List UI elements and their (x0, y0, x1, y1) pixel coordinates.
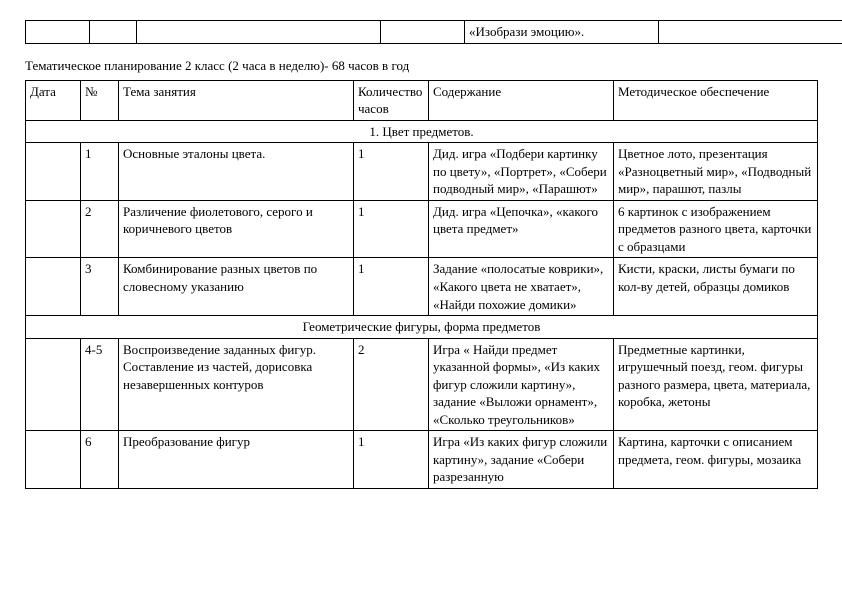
hdr-hours: Количество часов (354, 80, 429, 120)
planning-title: Тематическое планирование 2 класс (2 час… (25, 58, 817, 74)
cell-topic: Комбинирование разных цветов по словесно… (119, 258, 354, 316)
cell-hours: 1 (354, 258, 429, 316)
planning-table: Дата № Тема занятия Количество часов Сод… (25, 80, 818, 489)
hdr-content: Содержание (429, 80, 614, 120)
cell-date (26, 258, 81, 316)
cell-num: 4-5 (81, 338, 119, 431)
cell-num: 3 (81, 258, 119, 316)
frag-c5: «Изобрази эмоцию». (465, 21, 659, 44)
hdr-method: Методическое обеспечение (614, 80, 818, 120)
cell-topic: Основные эталоны цвета. (119, 143, 354, 201)
section-2: Геометрические фигуры, форма предметов (26, 316, 818, 339)
cell-content: Задание «полосатые коврики», «Какого цве… (429, 258, 614, 316)
cell-content: Дид. игра «Подбери картинку по цвету», «… (429, 143, 614, 201)
cell-num: 2 (81, 200, 119, 258)
cell-content: Игра « Найди предмет указанной формы», «… (429, 338, 614, 431)
cell-hours: 1 (354, 431, 429, 489)
cell-method: 6 картинок с изображением предметов разн… (614, 200, 818, 258)
cell-date (26, 143, 81, 201)
cell-method: Картина, карточки с описанием предмета, … (614, 431, 818, 489)
cell-method: Кисти, краски, листы бумаги по кол-ву де… (614, 258, 818, 316)
cell-topic: Различение фиолетового, серого и коричне… (119, 200, 354, 258)
cell-date (26, 431, 81, 489)
frag-c1 (26, 21, 90, 44)
frag-c2 (90, 21, 137, 44)
table-row: 2 Различение фиолетового, серого и корич… (26, 200, 818, 258)
table-row: 1 Основные эталоны цвета. 1 Дид. игра «П… (26, 143, 818, 201)
frag-c3 (137, 21, 381, 44)
cell-topic: Воспроизведение заданных фигур. Составле… (119, 338, 354, 431)
cell-hours: 1 (354, 143, 429, 201)
top-fragment-table: «Изобрази эмоцию». (25, 20, 842, 44)
cell-topic: Преобразование фигур (119, 431, 354, 489)
hdr-topic: Тема занятия (119, 80, 354, 120)
cell-content: Дид. игра «Цепочка», «какого цвета предм… (429, 200, 614, 258)
header-row: Дата № Тема занятия Количество часов Сод… (26, 80, 818, 120)
cell-date (26, 338, 81, 431)
cell-hours: 2 (354, 338, 429, 431)
cell-content: Игра «Из каких фигур сложили картину», з… (429, 431, 614, 489)
hdr-date: Дата (26, 80, 81, 120)
table-row: 6 Преобразование фигур 1 Игра «Из каких … (26, 431, 818, 489)
cell-num: 6 (81, 431, 119, 489)
section-2-title: Геометрические фигуры, форма предметов (26, 316, 818, 339)
cell-method: Цветное лото, презентация «Разноцветный … (614, 143, 818, 201)
section-1: 1. Цвет предметов. (26, 120, 818, 143)
cell-num: 1 (81, 143, 119, 201)
table-row: 4-5 Воспроизведение заданных фигур. Сост… (26, 338, 818, 431)
cell-hours: 1 (354, 200, 429, 258)
hdr-num: № (81, 80, 119, 120)
cell-date (26, 200, 81, 258)
frag-c6 (659, 21, 842, 44)
cell-method: Предметные картинки, игрушечный поезд, г… (614, 338, 818, 431)
table-row: 3 Комбинирование разных цветов по словес… (26, 258, 818, 316)
section-1-title: 1. Цвет предметов. (26, 120, 818, 143)
frag-c4 (381, 21, 465, 44)
